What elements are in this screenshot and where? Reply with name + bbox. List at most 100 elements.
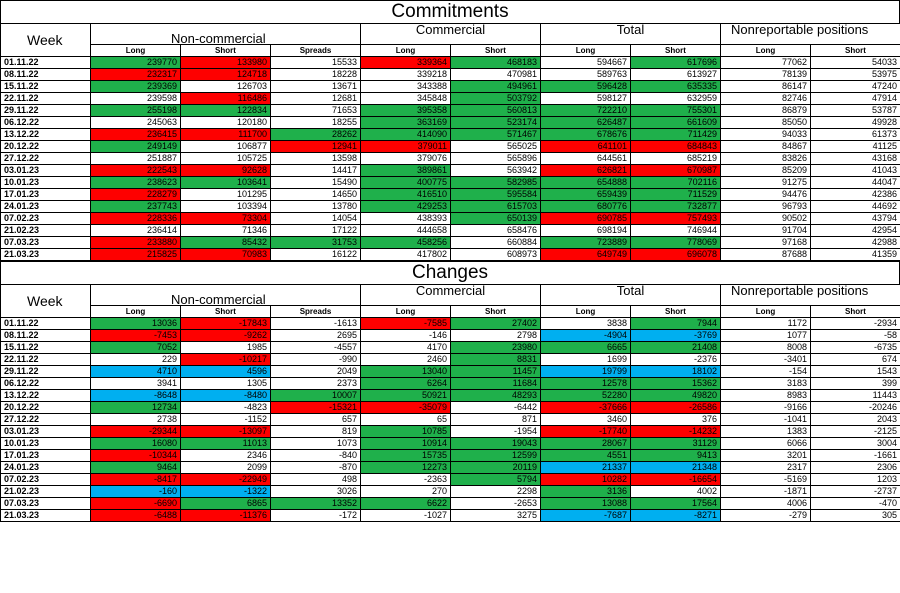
subheader: Long [360,305,451,318]
value-cell: 70983 [180,248,271,261]
week-cell: 29.11.22 [0,365,91,378]
value-cell: 2738 [90,413,181,426]
week-cell: 22.11.22 [0,353,91,366]
value-cell: 41043 [810,164,900,177]
week-cell: 01.11.22 [0,317,91,330]
value-cell: -840 [270,449,361,462]
value-cell: 1543 [810,365,900,378]
value-cell: 111700 [180,128,271,141]
value-cell: 9413 [630,449,721,462]
value-cell: 12681 [270,92,361,105]
value-cell: 13598 [270,152,361,165]
value-cell: -2376 [630,353,721,366]
group-header-nonreportable: Nonreportable positions [720,284,900,306]
value-cell: 6622 [360,497,451,510]
value-cell: 96793 [720,200,811,213]
week-cell: 20.12.22 [0,140,91,153]
value-cell: 94476 [720,188,811,201]
value-cell: -13097 [180,425,271,438]
value-cell: 596428 [540,80,631,93]
value-cell: 594667 [540,56,631,69]
table-row: 13.12.22 236415 111700 28262 414090 571467 678… [0,128,900,141]
value-cell: 19043 [450,437,541,450]
value-cell: -2934 [810,317,900,330]
value-cell: 379011 [360,140,451,153]
group-header-total: Total [540,23,721,45]
value-cell: 18255 [270,116,361,129]
value-cell: 44692 [810,200,900,213]
value-cell: -2125 [810,425,900,438]
value-cell: 560813 [450,104,541,117]
group-header-nonreportable: Nonreportable positions [720,23,900,45]
week-cell: 08.11.22 [0,329,91,342]
value-cell: 376 [630,413,721,426]
week-header: Week [0,23,91,57]
value-cell: 236415 [90,128,181,141]
changes-table: Week Non-commercial Commercial Total Non… [0,284,900,522]
value-cell: 2099 [180,461,271,474]
value-cell: 86879 [720,104,811,117]
value-cell: 563942 [450,164,541,177]
value-cell: 49820 [630,389,721,402]
week-cell: 07.02.23 [0,473,91,486]
value-cell: 3201 [720,449,811,462]
value-cell: -9262 [180,329,271,342]
value-cell: 42386 [810,188,900,201]
value-cell: 12273 [360,461,451,474]
value-cell: 83826 [720,152,811,165]
week-cell: 21.02.23 [0,485,91,498]
table-row: 21.02.23 -160 -1322 3026 270 2298 3136 4002 -187… [0,485,900,498]
value-cell: 239369 [90,80,181,93]
value-cell: 9464 [90,461,181,474]
value-cell: 133980 [180,56,271,69]
subheader: Spreads [270,305,361,318]
value-cell: -8480 [180,389,271,402]
value-cell: 10007 [270,389,361,402]
table-row: 07.02.23 228336 73304 14054 438393 650139 6907… [0,212,900,225]
week-cell: 01.11.22 [0,56,91,69]
week-cell: 07.03.23 [0,236,91,249]
value-cell: 613927 [630,68,721,81]
value-cell: 400775 [360,176,451,189]
table-row: 01.11.22 239770 133980 15533 339364 468183 594… [0,56,900,69]
week-cell: 27.12.22 [0,413,91,426]
value-cell: 644561 [540,152,631,165]
value-cell: 12941 [270,140,361,153]
value-cell: 711429 [630,128,721,141]
value-cell: -6735 [810,341,900,354]
value-cell: 8983 [720,389,811,402]
value-cell: 2373 [270,377,361,390]
value-cell: 41359 [810,248,900,261]
value-cell: 345848 [360,92,451,105]
value-cell: -8648 [90,389,181,402]
value-cell: 122834 [180,104,271,117]
value-cell: 458256 [360,236,451,249]
value-cell: 53975 [810,68,900,81]
value-cell: -29344 [90,425,181,438]
value-cell: 73304 [180,212,271,225]
value-cell: -6442 [450,401,541,414]
value-cell: 84867 [720,140,811,153]
value-cell: 565025 [450,140,541,153]
value-cell: 363169 [360,116,451,129]
value-cell: -17740 [540,425,631,438]
table-row: 06.12.22 3941 1305 2373 6264 11684 12578 15362 3… [0,377,900,390]
value-cell: 13088 [540,497,631,510]
value-cell: 85432 [180,236,271,249]
value-cell: 615703 [450,200,541,213]
value-cell: 11013 [180,437,271,450]
table-row: 08.11.22 -7453 -9262 2695 -146 2798 -4904 -3769… [0,329,900,342]
value-cell: 660884 [450,236,541,249]
table-row: 03.01.23 -29344 -13097 819 10785 -1954 -17740-… [0,425,900,438]
value-cell: 649749 [540,248,631,261]
value-cell: 11457 [450,365,541,378]
value-cell: 6865 [180,497,271,510]
value-cell: -8417 [90,473,181,486]
table-row: 20.12.22 249149 106877 12941 379011 565025 641… [0,140,900,153]
value-cell: 43794 [810,212,900,225]
value-cell: 124718 [180,68,271,81]
subheader: Short [180,305,271,318]
week-cell: 27.12.22 [0,152,91,165]
table-row: 22.11.22 239598 116486 12681 345848 503792 598… [0,92,900,105]
value-cell: 635335 [630,80,721,93]
